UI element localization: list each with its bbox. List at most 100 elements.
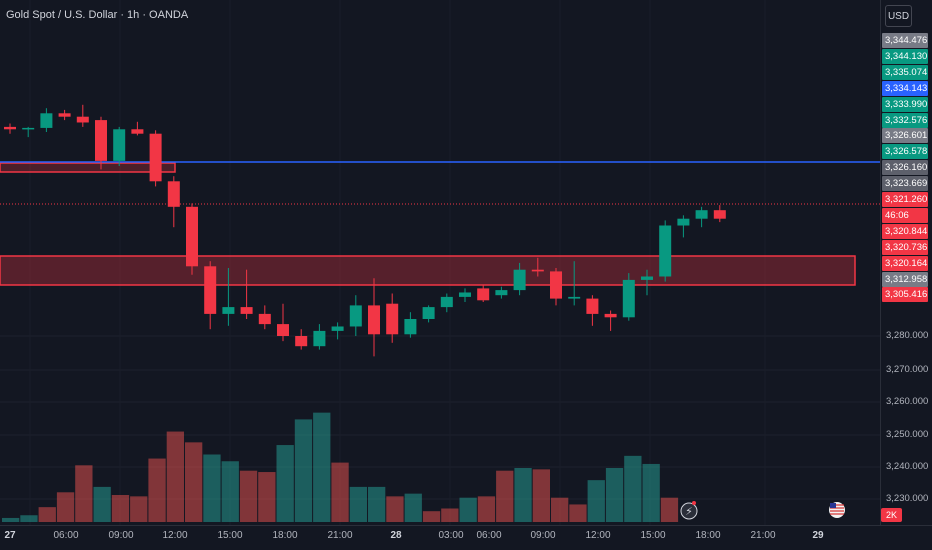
price-label: 3,321.260 — [882, 192, 928, 207]
candle — [295, 336, 308, 347]
volume-bar — [203, 454, 221, 522]
price-label: 3,334.143 — [882, 80, 928, 96]
time-label: 06:00 — [476, 530, 502, 541]
price-tick-label: 3,270.000 — [886, 364, 929, 375]
price-label: 3,333.990 — [882, 96, 928, 112]
time-label: 03:00 — [438, 530, 464, 541]
price-tick-label: 3,230.000 — [886, 493, 929, 504]
time-label: 27 — [4, 530, 16, 541]
volume-bar — [404, 493, 422, 522]
price-label: 3,305.416 — [882, 287, 928, 303]
candle — [349, 305, 362, 327]
candlestick-chart[interactable]: ⚡ — [0, 0, 880, 525]
volume-bar — [368, 486, 386, 522]
us-flag-icon — [830, 503, 836, 508]
price-label: 46:06 — [882, 207, 928, 223]
volume-bar — [349, 486, 367, 522]
lightning-icon: ⚡ — [685, 505, 693, 518]
volume-bar — [477, 496, 496, 522]
volume-bar — [221, 461, 239, 522]
price-axis[interactable] — [880, 0, 932, 525]
volume-bar — [185, 442, 203, 522]
volume-bar — [660, 497, 679, 522]
price-tick-label: 3,240.000 — [886, 461, 929, 472]
price-tick-label: 3,280.000 — [886, 330, 929, 341]
candle — [641, 276, 653, 280]
candle — [459, 292, 471, 297]
candle — [622, 279, 635, 318]
volume-bar — [239, 470, 258, 522]
candle — [404, 319, 417, 335]
support-zone — [0, 255, 856, 286]
volume-bar — [130, 496, 148, 522]
candle — [331, 326, 344, 331]
volume-bar — [166, 431, 184, 522]
price-label: 3,326.601 — [882, 128, 928, 144]
price-label: 3,332.576 — [882, 112, 928, 128]
volume-bar — [587, 480, 605, 522]
time-axis[interactable] — [0, 525, 932, 550]
event-dot — [692, 501, 696, 505]
candle — [58, 113, 71, 117]
volume-bar — [605, 468, 624, 522]
candle — [222, 307, 235, 314]
volume-bar — [551, 497, 569, 522]
currency-button[interactable]: USD — [885, 5, 912, 27]
volume-bar — [148, 458, 166, 522]
volume-bar — [459, 497, 477, 522]
volume-bar — [386, 496, 404, 522]
volume-count-badge[interactable]: 2K — [881, 508, 902, 522]
volume-bar — [2, 517, 20, 522]
volume-bar — [276, 445, 294, 522]
time-label: 15:00 — [640, 530, 666, 541]
price-label: 3,320.844 — [882, 223, 928, 239]
price-label: 3,344.476 — [882, 33, 928, 48]
volume-bar — [56, 492, 75, 522]
time-label: 09:00 — [530, 530, 556, 541]
volume-bar — [294, 419, 313, 522]
candle — [167, 181, 180, 207]
candle — [604, 313, 617, 318]
price-label: 3,320.164 — [882, 255, 928, 271]
price-label: 3,326.160 — [882, 160, 928, 176]
volume-bar — [496, 470, 514, 522]
price-tick-label: 3,260.000 — [886, 396, 929, 407]
candle — [149, 133, 162, 182]
candle — [313, 330, 326, 347]
volume-bar — [441, 508, 459, 522]
time-label: 21:00 — [327, 530, 353, 541]
volume-bar — [111, 495, 130, 522]
volume-bar — [75, 465, 93, 522]
volume-bar — [422, 511, 441, 522]
volume-bar — [532, 469, 550, 522]
candle — [586, 298, 599, 314]
candle — [440, 296, 453, 308]
chart-area[interactable]: ⚡ — [0, 0, 880, 525]
candle — [713, 210, 726, 219]
time-label: 18:00 — [695, 530, 721, 541]
volume-bar — [38, 507, 56, 522]
candle — [568, 296, 581, 299]
time-label: 15:00 — [217, 530, 243, 541]
candle — [240, 307, 253, 314]
time-label: 09:00 — [108, 530, 134, 541]
time-label: 28 — [390, 530, 402, 541]
time-label: 06:00 — [53, 530, 79, 541]
price-tick-label: 3,250.000 — [886, 429, 929, 440]
candle — [422, 307, 435, 319]
candle — [131, 129, 144, 134]
candle — [76, 116, 89, 123]
price-label: 3,320.736 — [882, 239, 928, 255]
candle — [550, 271, 562, 299]
candle — [186, 206, 198, 267]
candle — [22, 127, 35, 130]
time-label: 18:00 — [272, 530, 298, 541]
candle — [258, 313, 271, 325]
candle — [495, 290, 508, 296]
candle — [531, 269, 544, 272]
lightning-icon — [680, 502, 698, 520]
time-label: 21:00 — [750, 530, 776, 541]
price-label: 3,326.578 — [882, 144, 928, 160]
volume-bar — [93, 486, 111, 522]
time-label: 29 — [812, 530, 824, 541]
